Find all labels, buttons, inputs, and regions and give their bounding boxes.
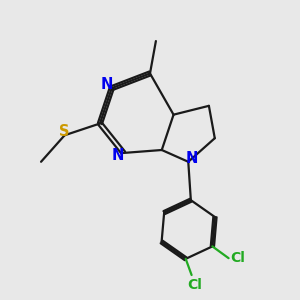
Text: N: N xyxy=(186,151,198,166)
Text: N: N xyxy=(111,148,124,163)
Text: Cl: Cl xyxy=(231,251,245,265)
Text: S: S xyxy=(59,124,70,139)
Text: Cl: Cl xyxy=(187,278,202,292)
Text: N: N xyxy=(100,77,112,92)
